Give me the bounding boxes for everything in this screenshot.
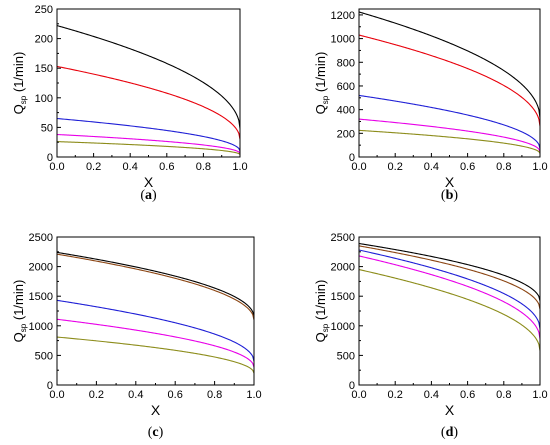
x-axis-label: X: [445, 174, 455, 190]
x-tick-label: 0.0: [351, 389, 366, 401]
x-tick-label: 0.2: [388, 389, 403, 401]
y-tick-label: 600: [337, 81, 355, 93]
x-axis-label: X: [151, 402, 161, 418]
y-tick-label: 2500: [331, 232, 355, 244]
panel-a: 0.0 0.2 0.4 0.6 0.8 1.0 0 50 100 150 200 250 X Qsp (1…: [11, 4, 248, 203]
x-tick-label: 1.0: [532, 389, 547, 401]
y-axis-label: Qsp (1/min): [313, 280, 330, 343]
x-axis-label: X: [144, 174, 154, 190]
series-line-2: [56, 253, 255, 321]
x-tick-label: 0.8: [496, 161, 511, 173]
y-tick-label: 0: [47, 380, 53, 392]
y-tick-label: 200: [337, 128, 355, 140]
panel-label: (d): [441, 425, 458, 440]
panel-label: (c): [148, 425, 164, 440]
x-tick-label: 0.4: [424, 389, 439, 401]
series-line-2: [358, 245, 541, 310]
y-tick-label: 1000: [331, 321, 355, 333]
x-tick-label: 1.0: [246, 389, 261, 401]
x-tick-label: 0.2: [89, 389, 104, 401]
x-tick-label: 0.6: [460, 389, 475, 401]
series-line-1: [56, 25, 241, 129]
series-line-3: [358, 249, 541, 329]
y-tick-label: 150: [35, 63, 53, 75]
series-line-3: [56, 117, 241, 152]
y-tick-label: 800: [337, 57, 355, 69]
x-tick-label: 0.0: [49, 389, 64, 401]
series-line-3: [358, 94, 541, 149]
plot-frame: [358, 8, 541, 158]
y-tick-label: 2000: [331, 262, 355, 274]
x-tick-label: 0.2: [86, 161, 101, 173]
series-line-4: [358, 255, 541, 339]
series-line-2: [358, 34, 541, 127]
series-line-1: [358, 11, 541, 119]
series-line-4: [56, 133, 241, 154]
panel-label: (b): [441, 188, 458, 203]
y-tick-label: 1000: [29, 321, 53, 333]
y-tick-label: 500: [337, 350, 355, 362]
panel-d: 0.0 0.2 0.4 0.6 0.8 1.0 0 500 1000 1500 2000 2500 X Q…: [313, 232, 548, 440]
y-tick-label: 100: [35, 93, 53, 105]
series-line-4: [56, 318, 255, 368]
series-line-1: [56, 251, 255, 318]
x-tick-label: 0.8: [196, 161, 211, 173]
y-tick-label: 0: [349, 380, 355, 392]
y-tick-label: 50: [41, 122, 53, 134]
plot-frame: [56, 8, 241, 158]
x-tick-label: 0.2: [388, 161, 403, 173]
x-tick-label: 0.4: [424, 161, 439, 173]
x-tick-label: 0.8: [496, 389, 511, 401]
y-axis-label: Qsp (1/min): [313, 52, 330, 115]
y-tick-label: 2500: [29, 232, 53, 244]
x-tick-label: 0.4: [128, 389, 143, 401]
series-line-5: [358, 129, 541, 154]
series-line-5: [358, 269, 541, 351]
x-tick-label: 0.8: [207, 389, 222, 401]
x-tick-label: 1.0: [532, 161, 547, 173]
y-tick-label: 1200: [331, 10, 355, 22]
y-tick-label: 1500: [29, 291, 53, 303]
panel-label: (a): [140, 188, 157, 203]
plot-frame: [358, 236, 541, 386]
y-tick-label: 1000: [331, 34, 355, 46]
y-axis-label: Qsp (1/min): [11, 52, 28, 115]
panel-b: 0.0 0.2 0.4 0.6 0.8 1.0 0 200 400 600 800 1000 1200 X…: [313, 8, 548, 203]
series-line-5: [56, 336, 255, 374]
x-tick-label: 0.0: [351, 161, 366, 173]
x-tick-label: 0.6: [460, 161, 475, 173]
y-tick-label: 500: [35, 350, 53, 362]
series-line-5: [56, 141, 241, 156]
y-tick-label: 200: [35, 34, 53, 46]
x-tick-label: 0.6: [159, 161, 174, 173]
series-line-4: [358, 118, 541, 152]
series-line-2: [56, 65, 241, 140]
y-tick-label: 0: [349, 152, 355, 164]
x-tick-label: 1.0: [232, 161, 247, 173]
x-axis-label: X: [445, 402, 455, 418]
y-tick-label: 1500: [331, 291, 355, 303]
series-line-1: [358, 242, 541, 302]
y-tick-label: 250: [35, 4, 53, 16]
x-tick-label: 0.4: [123, 161, 138, 173]
x-tick-label: 0.6: [168, 389, 183, 401]
y-tick-label: 400: [337, 105, 355, 117]
y-axis-label: Qsp (1/min): [11, 280, 28, 343]
x-tick-label: 0.0: [49, 161, 64, 173]
y-tick-label: 0: [47, 152, 53, 164]
panel-c: 0.0 0.2 0.4 0.6 0.8 1.0 0 500 1000 1500 2000 2500 X Q…: [11, 232, 262, 440]
y-tick-label: 2000: [29, 262, 53, 274]
series-line-3: [56, 299, 255, 362]
